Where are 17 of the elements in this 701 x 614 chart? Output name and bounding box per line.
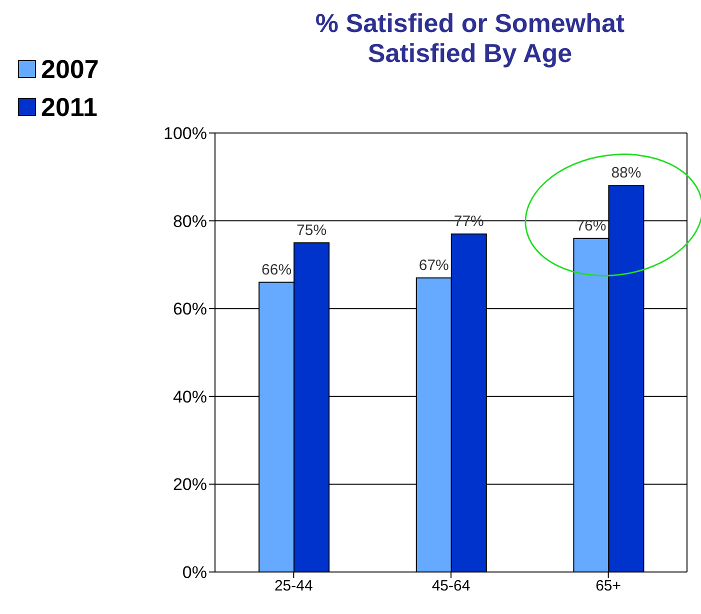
chart-title: % Satisfied or Somewhat Satisfied By Age	[314, 8, 626, 68]
legend-label: 2011	[40, 90, 98, 124]
y-tick-label: 80%	[172, 212, 207, 231]
y-tick-label: 40%	[172, 387, 207, 406]
y-tick-label: 20%	[172, 475, 207, 494]
data-label: 76%	[576, 217, 606, 234]
data-label: 88%	[611, 164, 642, 182]
data-label: 66%	[262, 261, 292, 278]
x-tick-label: 45-64	[432, 578, 470, 595]
y-tick-label: 60%	[172, 300, 207, 319]
x-tick-label: 25-44	[274, 578, 313, 595]
x-tick-label: 65+	[596, 578, 622, 595]
y-tick-label: 100%	[164, 124, 207, 144]
data-label: 67%	[418, 256, 449, 274]
legend-label: 2007	[40, 52, 99, 86]
data-label: 75%	[296, 222, 327, 239]
y-tick-label: 0%	[182, 563, 207, 582]
